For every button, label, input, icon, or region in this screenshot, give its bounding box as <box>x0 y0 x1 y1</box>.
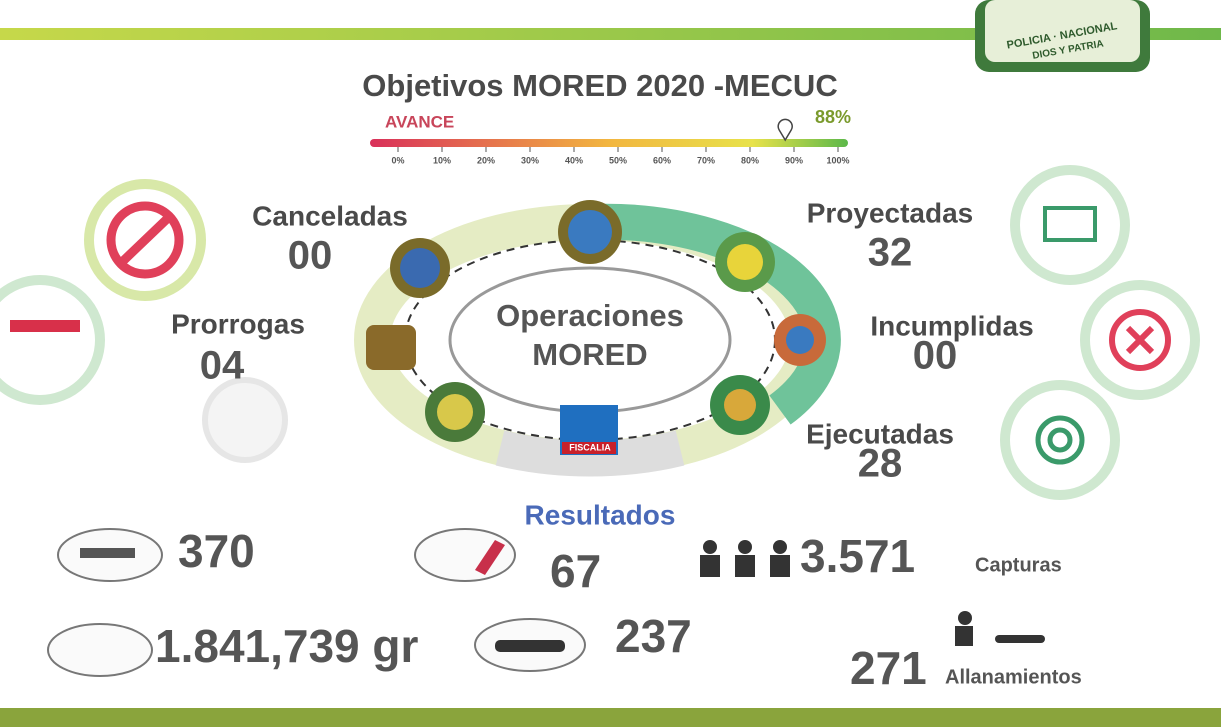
result-unit: Allanamientos <box>945 666 1082 688</box>
tick-label: 70% <box>697 155 715 165</box>
center-line2: MORED <box>532 337 647 372</box>
stat-label: Canceladas <box>252 200 408 231</box>
slide: POLICIA · NACIONAL DIOS Y PATRIA Objetiv… <box>0 0 1221 727</box>
tick-label: 50% <box>609 155 627 165</box>
result-value: 3.571 <box>800 530 915 582</box>
progress: AVANCE 88% 0% 10% 20% 30% 40% 50% 60% 70% 80% 90%… <box>370 107 851 166</box>
stat-value: 00 <box>913 334 958 378</box>
stat-value: 28 <box>858 442 903 486</box>
result-value: 67 <box>550 545 601 597</box>
tick-label: 80% <box>741 155 759 165</box>
badge-text: FISCALIA <box>569 442 611 452</box>
tick-label: 60% <box>653 155 671 165</box>
tick-label: 100% <box>826 155 849 165</box>
stat-value: 32 <box>868 231 913 275</box>
stat-value: 00 <box>288 234 333 278</box>
result-value: 370 <box>178 525 255 577</box>
results-title: Resultados <box>525 499 676 530</box>
tick-label: 10% <box>433 155 451 165</box>
tick-label: 40% <box>565 155 583 165</box>
progress-value: 88% <box>815 107 851 127</box>
tick-label: 0% <box>391 155 404 165</box>
stat-value: 04 <box>200 344 245 388</box>
seal: POLICIA · NACIONAL DIOS Y PATRIA <box>975 0 1150 72</box>
result-unit: Capturas <box>975 554 1062 576</box>
result-value: 271 <box>850 642 927 694</box>
result-value: 1.841,739 gr <box>155 620 419 672</box>
center-line1: Operaciones <box>496 298 684 333</box>
progress-label: AVANCE <box>385 112 454 131</box>
stat-label: Proyectadas <box>807 197 974 228</box>
progress-bar <box>370 139 848 147</box>
tick-label: 30% <box>521 155 539 165</box>
result-value: 237 <box>615 610 692 662</box>
tick-label: 20% <box>477 155 495 165</box>
progress-marker <box>778 119 792 140</box>
stat-label: Prorrogas <box>171 308 305 339</box>
tick-label: 90% <box>785 155 803 165</box>
title: Objetivos MORED 2020 -MECUC <box>362 68 837 103</box>
bottom-stripe <box>0 708 1221 727</box>
